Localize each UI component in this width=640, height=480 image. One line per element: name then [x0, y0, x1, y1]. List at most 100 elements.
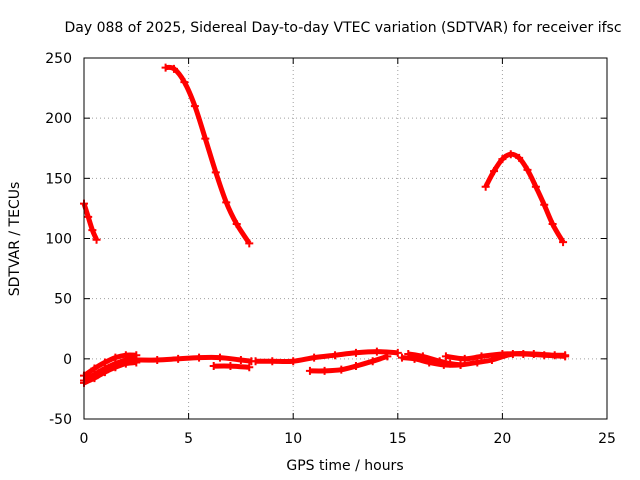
data-point: [226, 362, 235, 371]
data-point: [88, 226, 97, 235]
data-point: [383, 352, 392, 361]
data-point: [268, 357, 277, 366]
series-late-2: [404, 350, 465, 369]
series-mid-3: [251, 347, 402, 366]
data-point: [132, 356, 141, 365]
data-point: [435, 357, 444, 366]
series-arc-1: [80, 199, 101, 244]
data-point: [84, 212, 93, 221]
data-point: [351, 362, 360, 371]
data-point: [490, 167, 499, 176]
series-arc-2: [161, 63, 254, 248]
series-mid-4: [305, 352, 392, 375]
data-point: [245, 363, 254, 372]
data-point: [404, 350, 413, 359]
data-point: [90, 374, 99, 383]
data-point: [531, 182, 540, 191]
x-tick-label: 15: [389, 431, 407, 447]
data-point: [100, 358, 109, 367]
data-point: [245, 239, 254, 248]
x-tick-label: 0: [80, 431, 89, 447]
series-line: [483, 151, 566, 244]
data-point: [456, 360, 465, 369]
data-point: [418, 352, 427, 361]
data-point: [368, 357, 377, 366]
series-late-3: [441, 350, 570, 363]
data-point: [548, 220, 557, 229]
data-point: [523, 165, 532, 174]
data-point: [310, 353, 319, 362]
series-mid-2: [209, 362, 254, 372]
x-tick-label: 20: [493, 431, 511, 447]
x-axis-label: GPS time / hours: [286, 458, 403, 474]
data-point: [289, 357, 298, 366]
data-point: [209, 362, 218, 371]
chart-title: Day 088 of 2025, Sidereal Day-to-day VTE…: [64, 20, 621, 36]
data-point: [195, 353, 204, 362]
data-point: [481, 182, 490, 191]
ticks: 0 5 10 15 20 25 -50 0 50 100 150 200 250: [45, 51, 616, 447]
y-axis-label: SDTVAR / TECUs: [7, 182, 23, 297]
grid: [84, 58, 607, 419]
data-point: [111, 363, 120, 372]
data-point: [305, 366, 314, 375]
data-point: [92, 235, 101, 244]
data-point: [201, 134, 210, 143]
data-point: [506, 150, 515, 159]
data-point: [397, 353, 406, 362]
data-point: [477, 352, 486, 361]
data-point: [215, 353, 224, 362]
data-point: [351, 348, 360, 357]
data-point: [100, 368, 109, 377]
y-tick-label: 0: [63, 352, 72, 368]
data-point: [515, 153, 524, 162]
data-point: [446, 359, 455, 368]
y-tick-label: 150: [45, 171, 72, 187]
data-point: [498, 155, 507, 164]
data-point: [460, 354, 469, 363]
y-tick-label: 50: [54, 292, 72, 308]
y-tick-label: 250: [45, 51, 72, 67]
y-tick-label: 100: [45, 232, 72, 248]
data-point: [236, 356, 245, 365]
x-tick-label: 10: [284, 431, 302, 447]
data-point: [561, 352, 570, 361]
y-tick-label: -50: [49, 412, 72, 428]
data-point: [441, 352, 450, 361]
data-point: [519, 350, 528, 359]
series-arc-3: [481, 150, 568, 247]
series-layer: [80, 63, 570, 387]
data-point: [222, 198, 231, 207]
data-point: [211, 168, 220, 177]
data-point: [174, 354, 183, 363]
x-tick-label: 25: [598, 431, 616, 447]
series-low-2: [80, 351, 141, 380]
x-tick-label: 5: [184, 431, 193, 447]
data-point: [121, 351, 130, 360]
data-point: [180, 78, 189, 87]
data-point: [473, 358, 482, 367]
data-point: [190, 102, 199, 111]
data-point: [540, 200, 549, 209]
data-point: [121, 359, 130, 368]
series-mid-1: [132, 353, 256, 366]
data-point: [161, 63, 170, 72]
data-point: [153, 356, 162, 365]
data-point: [251, 357, 260, 366]
data-point: [169, 64, 178, 73]
data-point: [559, 238, 568, 247]
data-point: [111, 353, 120, 362]
data-point: [540, 351, 549, 360]
data-point: [337, 365, 346, 374]
y-tick-label: 200: [45, 111, 72, 127]
series-line: [81, 202, 99, 241]
data-point: [232, 220, 241, 229]
data-point: [331, 351, 340, 360]
data-point: [90, 364, 99, 373]
data-point: [498, 350, 507, 359]
data-point: [372, 347, 381, 356]
data-point: [320, 366, 329, 375]
series-line: [165, 64, 252, 245]
data-point: [393, 348, 402, 357]
